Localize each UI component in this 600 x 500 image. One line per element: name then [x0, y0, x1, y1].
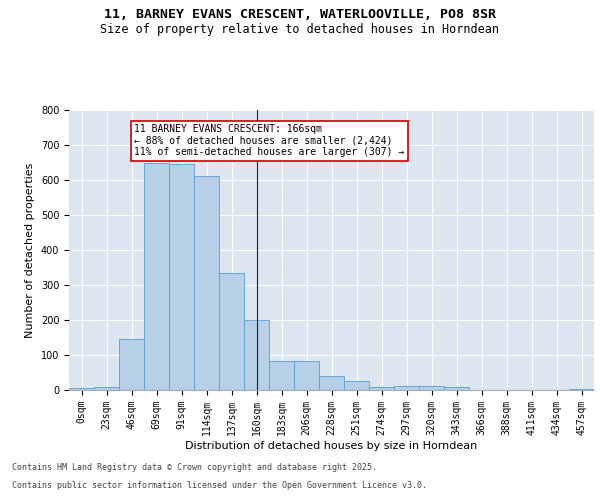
Bar: [394, 386, 419, 390]
Bar: [269, 360, 294, 390]
Bar: [569, 388, 594, 390]
Bar: [244, 320, 269, 390]
Bar: [344, 381, 369, 390]
Bar: [369, 386, 394, 390]
Text: 11, BARNEY EVANS CRESCENT, WATERLOOVILLE, PO8 8SR: 11, BARNEY EVANS CRESCENT, WATERLOOVILLE…: [104, 8, 496, 20]
Bar: [294, 360, 319, 390]
Text: Size of property relative to detached houses in Horndean: Size of property relative to detached ho…: [101, 22, 499, 36]
Text: Contains HM Land Registry data © Crown copyright and database right 2025.: Contains HM Land Registry data © Crown c…: [12, 464, 377, 472]
Bar: [69, 388, 94, 390]
Bar: [444, 387, 469, 390]
Bar: [144, 163, 169, 390]
Text: Contains public sector information licensed under the Open Government Licence v3: Contains public sector information licen…: [12, 481, 427, 490]
X-axis label: Distribution of detached houses by size in Horndean: Distribution of detached houses by size …: [185, 440, 478, 450]
Bar: [94, 387, 119, 390]
Bar: [219, 273, 244, 390]
Bar: [419, 386, 444, 390]
Y-axis label: Number of detached properties: Number of detached properties: [25, 162, 35, 338]
Bar: [319, 376, 344, 390]
Bar: [169, 164, 194, 390]
Bar: [194, 176, 219, 390]
Text: 11 BARNEY EVANS CRESCENT: 166sqm
← 88% of detached houses are smaller (2,424)
11: 11 BARNEY EVANS CRESCENT: 166sqm ← 88% o…: [134, 124, 404, 157]
Bar: [119, 339, 144, 390]
